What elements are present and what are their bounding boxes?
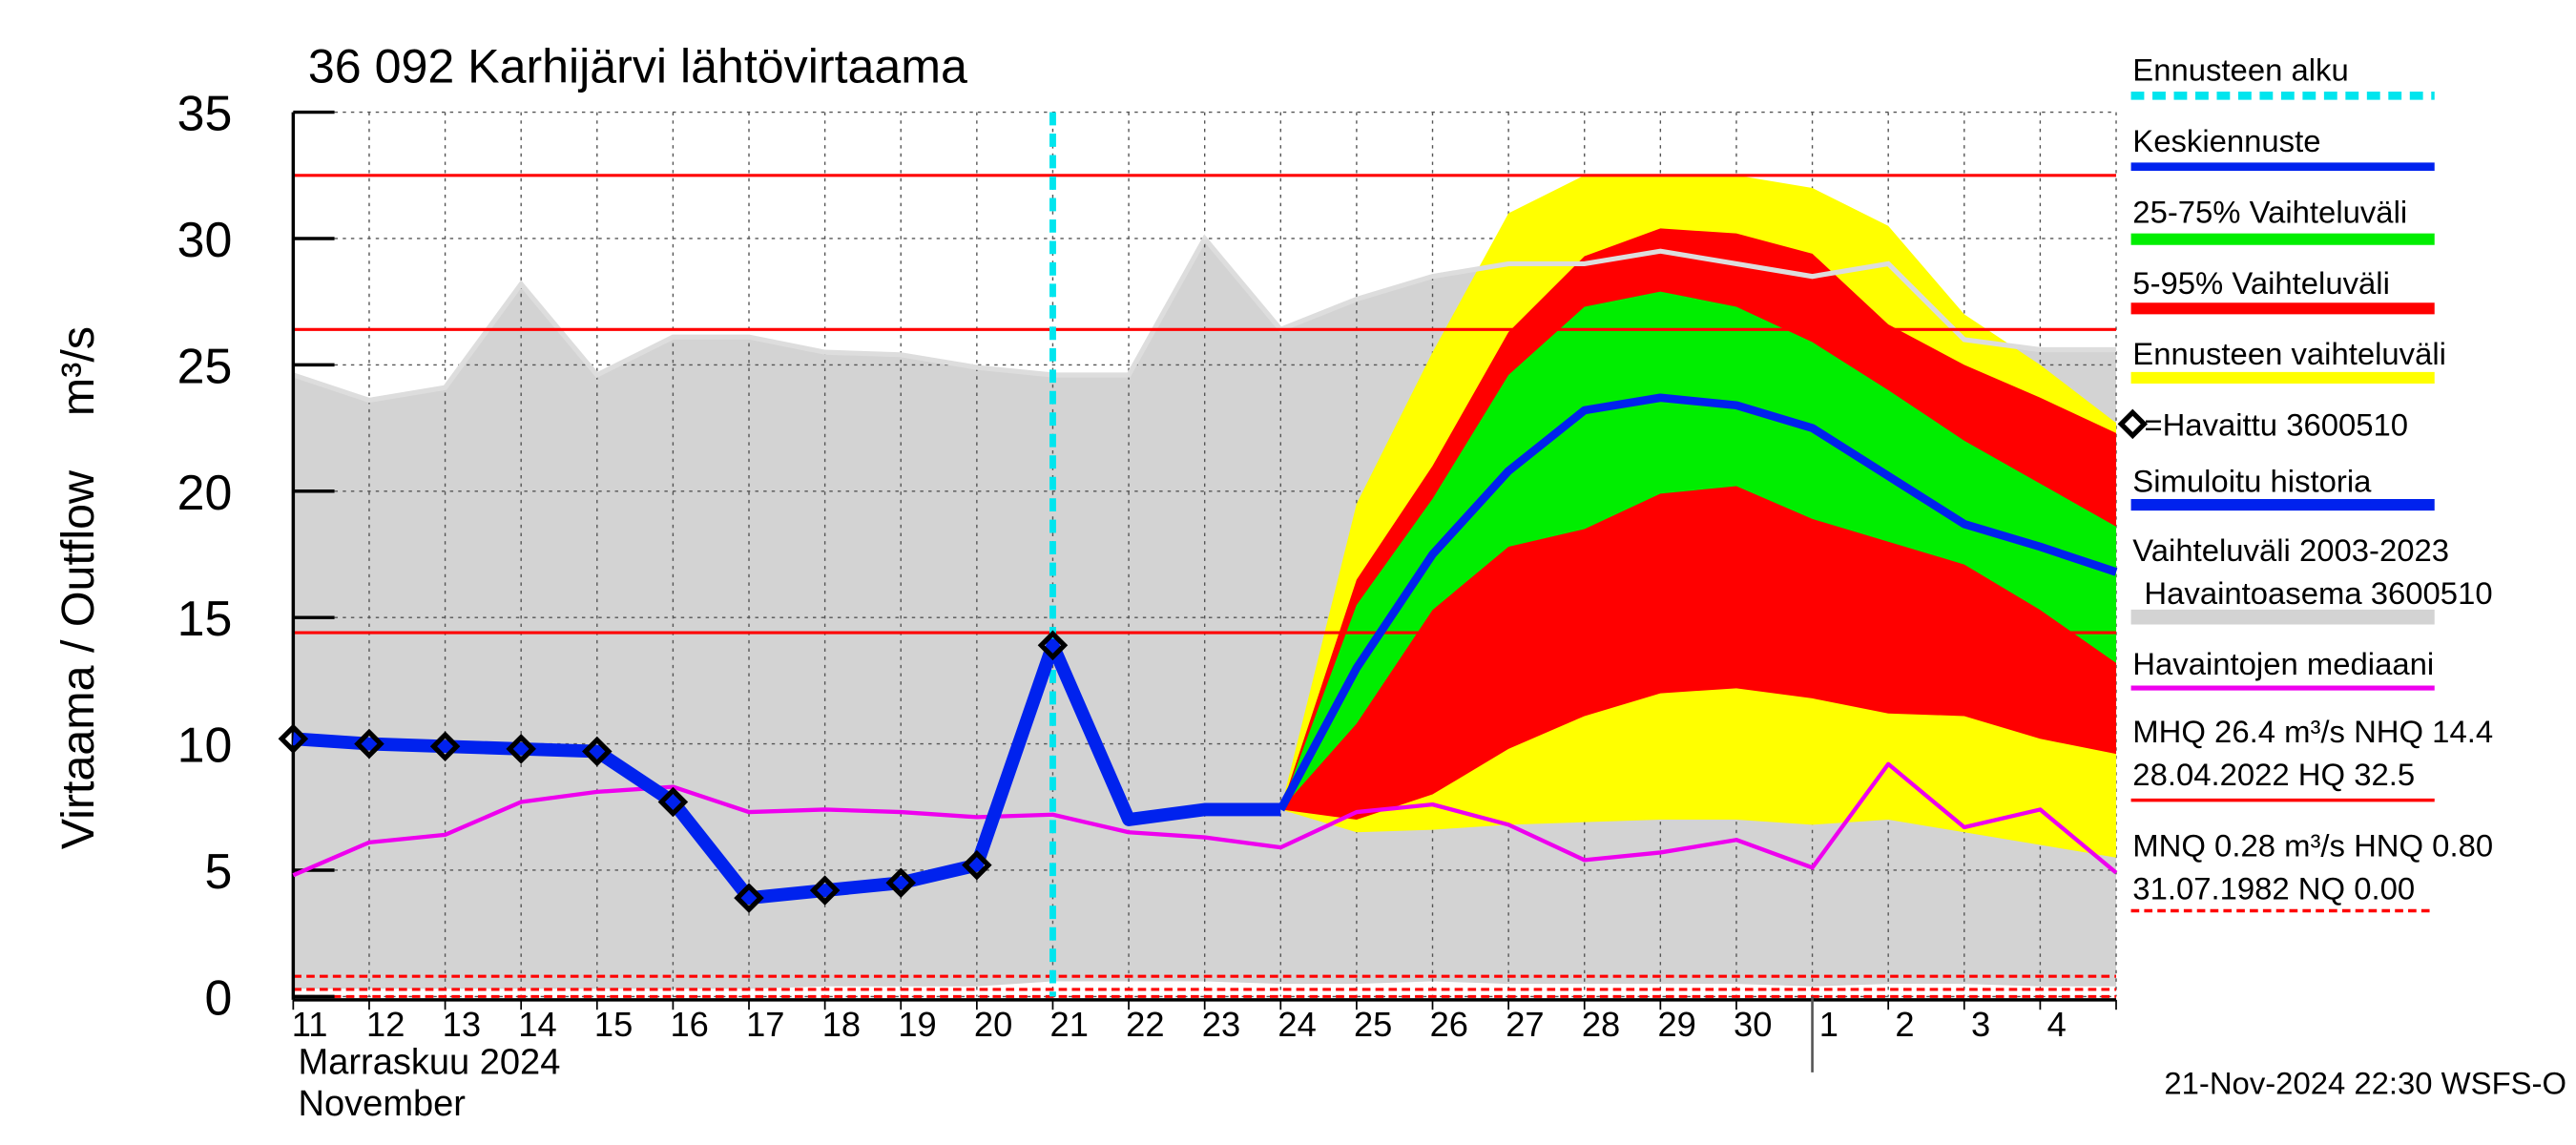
x-tick-label: 25 xyxy=(1354,1005,1392,1044)
observed-point xyxy=(429,731,461,761)
x-tick-label: 22 xyxy=(1126,1005,1164,1044)
legend-label: Ennusteen vaihteluväli xyxy=(2132,336,2446,371)
legend-label: 28.04.2022 HQ 32.5 xyxy=(2132,757,2415,792)
observed-point xyxy=(809,875,841,906)
x-tick-label: 20 xyxy=(974,1005,1012,1044)
chart-title: 36 092 Karhijärvi lähtövirtaama xyxy=(308,39,967,93)
observed-point xyxy=(734,883,764,913)
observed-point xyxy=(506,734,536,764)
y-tick-label: 35 xyxy=(177,86,233,141)
legend-label: Havaintoasema 3600510 xyxy=(2144,575,2492,611)
x-tick-label: 23 xyxy=(1202,1005,1240,1044)
legend-label: 25-75% Vaihteluväli xyxy=(2132,194,2407,229)
observed-point xyxy=(354,728,384,760)
forecast-band xyxy=(1280,228,2117,821)
legend-label: =Havaittu 3600510 xyxy=(2144,406,2408,442)
y-tick-label: 15 xyxy=(177,591,233,646)
observed-point xyxy=(582,736,613,767)
y-tick-label: 5 xyxy=(205,843,233,899)
legend-label: MHQ 26.4 m³/s NHQ 14.4 xyxy=(2132,714,2493,749)
history-band-edge xyxy=(292,234,2117,404)
month-label: Marraskuu 2024 xyxy=(299,1043,561,1083)
y-tick-label: 20 xyxy=(177,465,233,520)
y-axis-label: Virtaama / Outflow xyxy=(52,469,104,849)
x-tick-label: 4 xyxy=(2047,1005,2067,1044)
series-line xyxy=(1277,393,2118,812)
legend-label: 5-95% Vaihteluväli xyxy=(2132,265,2390,301)
legend-label: Simuloitu historia xyxy=(2132,463,2372,498)
x-tick-label: 2 xyxy=(1895,1005,1914,1044)
x-tick-label: 29 xyxy=(1657,1005,1695,1044)
observed-point xyxy=(1037,630,1069,661)
y-tick-label: 25 xyxy=(177,338,233,393)
x-tick-label: 11 xyxy=(292,1005,328,1044)
legend-swatch xyxy=(2117,408,2149,440)
y-axis-unit: m³/s xyxy=(52,326,104,416)
x-tick-label: 14 xyxy=(518,1005,556,1044)
x-tick-label: 24 xyxy=(1278,1005,1316,1044)
x-tick-label: 17 xyxy=(746,1005,784,1044)
x-tick-label: 18 xyxy=(822,1005,861,1044)
legend-label: 31.07.1982 NQ 0.00 xyxy=(2132,870,2415,906)
y-tick-label: 10 xyxy=(177,718,233,773)
series-line xyxy=(292,761,2118,878)
x-tick-label: 13 xyxy=(443,1005,481,1044)
observed-point xyxy=(962,849,992,881)
x-tick-label: 1 xyxy=(1819,1005,1839,1044)
x-tick-label: 21 xyxy=(1050,1005,1089,1044)
observed-point xyxy=(278,723,309,755)
legend-label: Ennusteen alku xyxy=(2132,52,2348,88)
footer: 21-Nov-2024 22:30 WSFS-O xyxy=(2164,1065,2566,1100)
x-tick-label: 12 xyxy=(366,1005,405,1044)
x-tick-label: 3 xyxy=(1971,1005,1990,1044)
y-tick-label: 30 xyxy=(177,212,233,267)
legend-label: Vaihteluväli 2003-2023 xyxy=(2132,532,2449,568)
observed-point xyxy=(885,867,917,898)
x-tick-label: 15 xyxy=(594,1005,633,1044)
y-tick-label: 0 xyxy=(205,969,233,1025)
month-label: November xyxy=(299,1084,467,1124)
x-tick-label: 28 xyxy=(1582,1005,1620,1044)
x-tick-label: 30 xyxy=(1734,1005,1772,1044)
x-tick-label: 27 xyxy=(1506,1005,1544,1044)
legend-label: MNQ 0.28 m³/s HNQ 0.80 xyxy=(2132,827,2493,863)
x-tick-label: 19 xyxy=(898,1005,936,1044)
observed-point xyxy=(657,786,689,818)
legend-label: Havaintojen mediaani xyxy=(2132,646,2434,681)
legend-label: Keskiennuste xyxy=(2132,123,2320,158)
x-tick-label: 26 xyxy=(1430,1005,1468,1044)
forecast-band xyxy=(1280,291,2117,810)
x-tick-label: 16 xyxy=(671,1005,709,1044)
